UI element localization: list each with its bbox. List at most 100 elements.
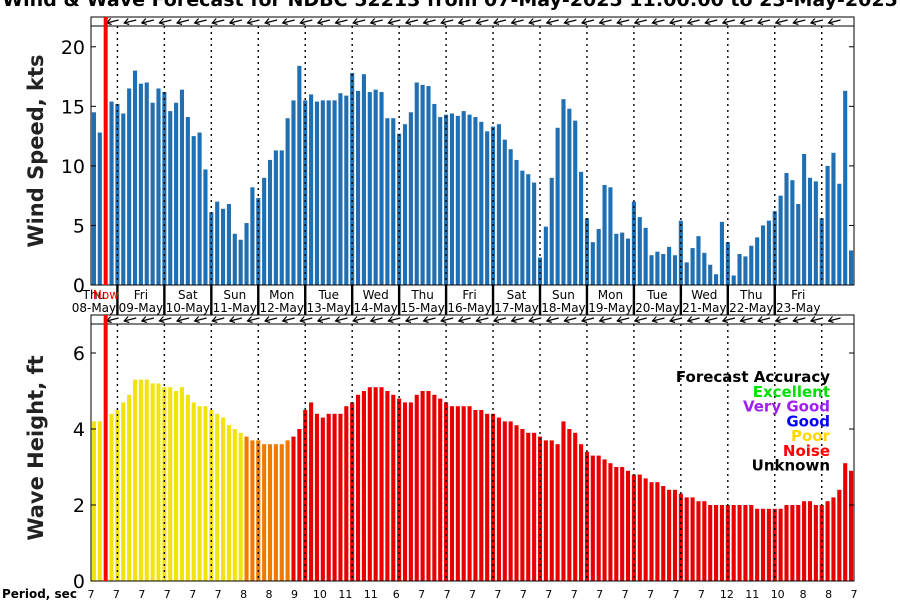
wind-bar [385, 118, 390, 286]
date-label: 20-May [635, 301, 679, 315]
wind-bar [520, 170, 525, 285]
wave-bar [825, 501, 830, 581]
wave-bar [156, 383, 161, 581]
wind-bar [690, 248, 695, 285]
direction-arrow-shaft [546, 19, 559, 24]
wave-bar [690, 497, 695, 581]
wind-bar [514, 159, 519, 285]
wind-bar [138, 83, 143, 285]
direction-arrow [369, 18, 383, 26]
wind-bar [508, 149, 513, 285]
wind-bar [226, 204, 231, 285]
period-tick-label: 11 [745, 588, 759, 600]
day-name-label: Sat [178, 288, 198, 302]
wind-bar [279, 150, 284, 285]
direction-arrow-shaft [810, 317, 824, 322]
period-tick-label: 7 [138, 588, 145, 600]
wave-bar [397, 398, 402, 581]
direction-arrow-shaft [652, 317, 665, 322]
legend-item: Good [786, 412, 830, 430]
period-tick-label: 7 [698, 588, 705, 600]
wave-bar [555, 444, 560, 581]
wave-bar [655, 482, 660, 581]
direction-arrow [792, 316, 806, 324]
direction-arrow-head [704, 316, 711, 324]
direction-arrow [457, 316, 471, 324]
wave-bar [438, 398, 443, 581]
wind-bar [649, 255, 654, 285]
wind-bar [426, 86, 431, 285]
direction-arrow [510, 316, 524, 324]
legend-item: Unknown [752, 457, 830, 475]
direction-arrow-shaft [740, 19, 753, 24]
wind-bar [667, 246, 672, 285]
wave-bar [97, 421, 102, 581]
direction-arrow-shaft [229, 19, 243, 24]
wind-bar [109, 101, 114, 285]
direction-arrow-head [475, 316, 482, 324]
direction-arrow [774, 18, 788, 26]
wind-bar [602, 184, 607, 285]
wave-bar [625, 470, 631, 581]
legend-item: Poor [791, 427, 831, 445]
wind-bar [432, 103, 437, 285]
direction-arrow [404, 18, 419, 26]
direction-arrow [651, 316, 665, 324]
wind-bar [784, 173, 789, 285]
direction-arrow [457, 18, 471, 26]
y-axis-label: Wind Speed, kts [24, 54, 48, 247]
wave-bar [385, 391, 390, 581]
direction-arrow-head [123, 316, 130, 324]
wave-bar [444, 402, 449, 581]
direction-arrow-head [721, 18, 729, 26]
direction-arrow-head [352, 18, 359, 26]
wind-bar [672, 255, 678, 285]
wind-bar [831, 152, 836, 285]
wave-bar [209, 410, 214, 581]
wave-bar [414, 394, 419, 581]
direction-arrow [369, 316, 383, 324]
direction-arrow-shaft [423, 19, 436, 24]
wind-bar [420, 84, 425, 285]
wave-bar [831, 497, 836, 581]
wind-bar [813, 181, 818, 285]
direction-arrow-head [668, 18, 676, 26]
direction-arrow-shaft [493, 317, 507, 322]
direction-arrow [668, 18, 683, 26]
direction-arrow-head [211, 316, 218, 324]
wave-bar [590, 455, 595, 581]
wind-bar [843, 90, 848, 285]
direction-arrow [563, 316, 577, 324]
wave-bar [543, 440, 548, 581]
wave-bar [150, 383, 155, 581]
wind-bar [543, 226, 548, 285]
direction-arrow-head [739, 18, 746, 26]
y-tick-label: 20 [61, 37, 85, 59]
wave-bar [168, 387, 173, 581]
direction-arrow-shaft [405, 317, 419, 322]
direction-arrow [475, 18, 489, 26]
direction-arrow-head [475, 18, 482, 26]
direction-arrow [739, 18, 753, 26]
direction-arrow-shaft [335, 19, 348, 24]
direction-arrow [440, 316, 454, 324]
wind-bar [778, 195, 783, 285]
wave-bar [115, 410, 120, 581]
wind-bar [379, 92, 384, 285]
direction-arrow [175, 18, 190, 26]
wind-bar [402, 124, 408, 285]
direction-arrow [686, 18, 700, 26]
date-label: 22-May [729, 301, 773, 315]
direction-arrow-shaft [458, 317, 471, 322]
direction-arrow-shaft [581, 317, 595, 322]
period-tick-label: 7 [622, 588, 629, 600]
wave-bar [320, 417, 325, 581]
wave-bar [731, 505, 736, 581]
direction-arrow [809, 316, 824, 324]
direction-arrow-shaft [564, 19, 577, 24]
direction-arrow [704, 18, 718, 26]
